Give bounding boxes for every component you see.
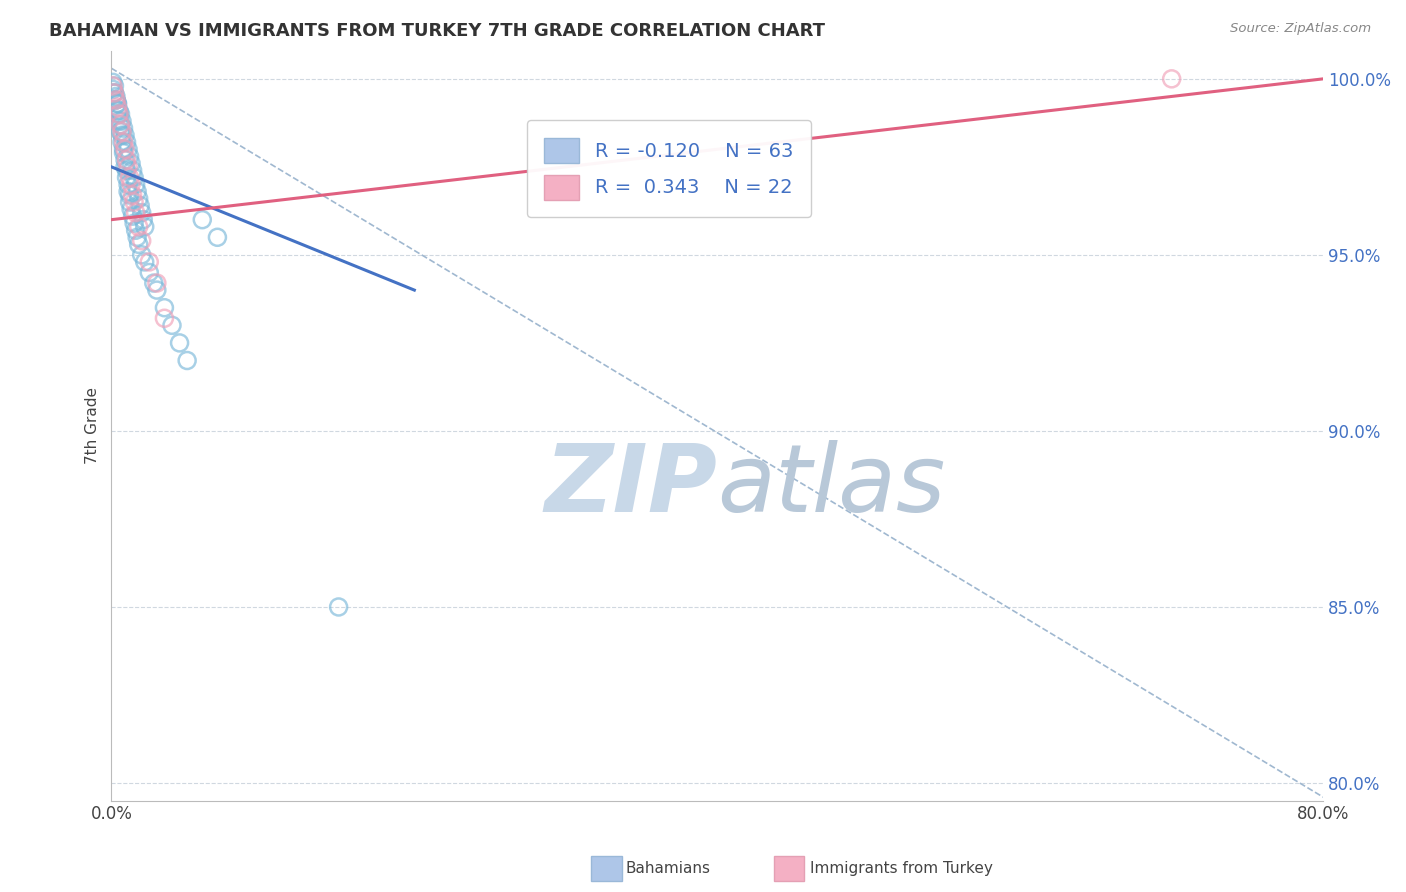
Point: [138, 255, 160, 269]
Point: [108, 103, 131, 118]
Point: [124, 178, 146, 192]
Point: [104, 89, 127, 103]
Point: [112, 135, 135, 149]
Point: [124, 205, 146, 219]
Point: [134, 255, 156, 269]
Point: [128, 237, 150, 252]
Text: BAHAMIAN VS IMMIGRANTS FROM TURKEY 7TH GRADE CORRELATION CHART: BAHAMIAN VS IMMIGRANTS FROM TURKEY 7TH G…: [49, 22, 825, 40]
Point: [121, 163, 143, 178]
Point: [115, 153, 138, 167]
Point: [117, 160, 139, 174]
Point: [112, 145, 135, 160]
Point: [129, 198, 152, 212]
Point: [108, 107, 131, 121]
Point: [127, 230, 149, 244]
Point: [120, 156, 142, 170]
Text: Bahamians: Bahamians: [626, 862, 711, 876]
Point: [124, 223, 146, 237]
Point: [110, 118, 132, 132]
Point: [142, 276, 165, 290]
Point: [114, 160, 136, 174]
Point: [112, 121, 135, 136]
Point: [120, 178, 142, 192]
Text: atlas: atlas: [717, 440, 945, 531]
Point: [104, 93, 127, 107]
Point: [101, 75, 124, 89]
Point: [104, 93, 127, 107]
Point: [127, 185, 149, 199]
Point: [114, 128, 136, 143]
Point: [118, 170, 141, 185]
Point: [122, 170, 145, 185]
Point: [107, 103, 129, 118]
Point: [128, 219, 150, 234]
Point: [103, 86, 125, 100]
Text: ZIP: ZIP: [544, 440, 717, 532]
Point: [122, 195, 145, 210]
Point: [207, 230, 229, 244]
Point: [108, 114, 131, 128]
Point: [115, 163, 138, 178]
Point: [110, 107, 132, 121]
Point: [122, 216, 145, 230]
Point: [121, 188, 143, 202]
Point: [118, 195, 141, 210]
Point: [115, 170, 138, 185]
Point: [101, 82, 124, 96]
Point: [110, 118, 132, 132]
Point: [131, 248, 153, 262]
Point: [146, 276, 169, 290]
Point: [138, 265, 160, 279]
Point: [117, 142, 139, 156]
Point: [114, 142, 136, 156]
Point: [103, 86, 125, 100]
Point: [160, 318, 183, 333]
Point: [134, 219, 156, 234]
Point: [107, 96, 129, 111]
Point: [1160, 71, 1182, 86]
Point: [112, 142, 135, 156]
Point: [107, 96, 129, 111]
Point: [153, 301, 176, 315]
Point: [118, 188, 141, 202]
Point: [132, 212, 155, 227]
Point: [104, 93, 127, 107]
Point: [121, 209, 143, 223]
Point: [120, 202, 142, 216]
Point: [153, 311, 176, 326]
Point: [114, 153, 136, 167]
Point: [111, 114, 134, 128]
Point: [103, 86, 125, 100]
Text: Immigrants from Turkey: Immigrants from Turkey: [810, 862, 993, 876]
Point: [118, 149, 141, 163]
Point: [107, 100, 129, 114]
Point: [101, 78, 124, 93]
Point: [117, 178, 139, 192]
Point: [131, 234, 153, 248]
Point: [169, 335, 191, 350]
Text: Source: ZipAtlas.com: Source: ZipAtlas.com: [1230, 22, 1371, 36]
Y-axis label: 7th Grade: 7th Grade: [86, 387, 100, 464]
Point: [111, 128, 134, 143]
Point: [103, 78, 125, 93]
Point: [110, 125, 132, 139]
Legend: R = -0.120    N = 63, R =  0.343    N = 22: R = -0.120 N = 63, R = 0.343 N = 22: [527, 120, 811, 217]
Point: [108, 107, 131, 121]
Point: [146, 283, 169, 297]
Point: [131, 205, 153, 219]
Point: [111, 135, 134, 149]
Point: [191, 212, 214, 227]
Point: [128, 192, 150, 206]
Point: [117, 185, 139, 199]
Point: [115, 135, 138, 149]
Point: [176, 353, 198, 368]
Point: [328, 599, 350, 614]
Point: [111, 125, 134, 139]
